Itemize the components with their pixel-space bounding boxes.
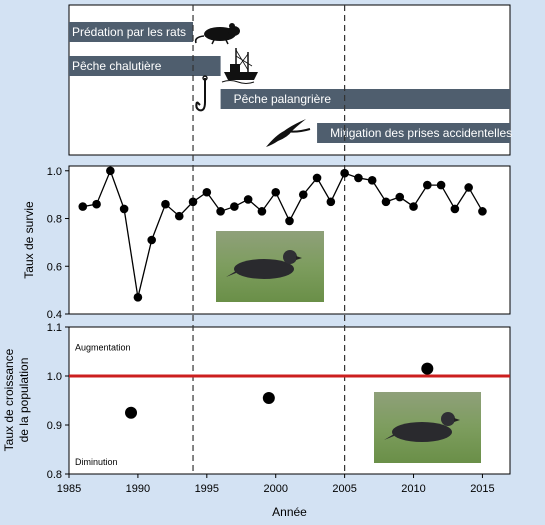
timeline-bar-label: Prédation par les rats: [72, 25, 186, 39]
survival-point: [478, 207, 487, 216]
growth-point: [421, 362, 434, 375]
x-tick-label: 2000: [263, 483, 287, 495]
y-tick-label: 0.8: [47, 214, 62, 226]
x-axis-title: Année: [272, 505, 307, 519]
survival-point: [216, 207, 225, 216]
survival-point: [464, 183, 473, 192]
survival-point: [271, 187, 281, 197]
trawler-icon: [221, 48, 258, 84]
survival-point: [257, 207, 267, 216]
survival-point: [312, 173, 322, 183]
growth-point: [125, 406, 138, 419]
timeline-bars: Prédation par les rats Pêche chalutière Pê…: [69, 22, 512, 143]
x-tick-label: 2010: [401, 483, 425, 495]
y-tick-label: 1.0: [47, 371, 62, 383]
x-tick-label: 2005: [332, 483, 356, 495]
growth-y-axis-title: Taux de croissancede la population: [2, 348, 31, 451]
survival-point: [423, 180, 432, 190]
timeline-bar: [69, 22, 194, 42]
timeline-bar-label: Mitigation des prises accidentelles: [330, 126, 512, 140]
survival-point: [106, 166, 115, 176]
survival-point: [450, 204, 460, 214]
survival-point: [147, 235, 156, 245]
rat-icon: [194, 23, 240, 45]
survival-point: [409, 202, 418, 211]
annotation-increase: Augmentation: [75, 343, 131, 353]
growth-y-axis-title-line: de la population: [17, 358, 31, 443]
survival-point: [298, 190, 308, 199]
y-tick-label: 1.0: [47, 166, 62, 178]
petrel-icon: [266, 119, 311, 147]
survival-point: [340, 168, 349, 178]
timeline-bar-label: Pêche palangrière: [234, 92, 332, 106]
survival-point: [326, 197, 336, 207]
survival-point: [161, 199, 170, 209]
x-tick-label: 1985: [57, 483, 81, 495]
survival-point: [202, 187, 212, 197]
y-tick-label: 0.8: [47, 469, 62, 481]
x-tick-label: 2015: [470, 483, 494, 495]
timeline-bar-label: Pêche chalutière: [72, 59, 162, 73]
survival-point: [395, 192, 405, 202]
survival-point: [230, 202, 239, 211]
growth-y-axis-title-line: Taux de croissance: [2, 348, 16, 451]
survival-point: [78, 202, 88, 211]
y-tick-label: 0.6: [47, 261, 62, 273]
timeline-bar: [69, 56, 221, 76]
timeline-bar: [317, 123, 510, 143]
growth-series: Augmentation Diminution: [69, 343, 510, 467]
y-tick-label: 1.1: [47, 322, 62, 334]
annotation-decrease: Diminution: [75, 457, 118, 467]
growth-point: [262, 392, 275, 405]
survival-y-axis-title: Taux de survie: [22, 201, 36, 279]
survival-point: [367, 176, 377, 185]
survival-point: [285, 216, 294, 226]
survival-point: [354, 173, 363, 183]
survival-point: [92, 199, 101, 209]
x-tick-label: 1990: [126, 483, 150, 495]
survival-point: [188, 197, 198, 207]
y-tick-label: 0.9: [47, 420, 62, 432]
survival-point: [119, 204, 129, 214]
survival-point: [381, 197, 391, 207]
x-tick-label: 1995: [195, 483, 219, 495]
fishhook-icon: [195, 75, 208, 112]
survival-point: [436, 180, 446, 190]
y-tick-label: 0.4: [47, 309, 62, 321]
survival-point: [174, 211, 184, 221]
axes: 0.4 0.6 0.8 1.0 0.8 0.9 1.0 1.1 1985 1990 1995 2000…: [2, 166, 495, 519]
petrel-photo: [216, 231, 324, 302]
survival-point: [243, 195, 253, 204]
period-dividers: [192, 5, 346, 474]
survival-point: [133, 292, 143, 302]
timeline-bar: [220, 89, 510, 109]
petrel-photo: [374, 392, 481, 463]
survival-series: [78, 166, 487, 302]
